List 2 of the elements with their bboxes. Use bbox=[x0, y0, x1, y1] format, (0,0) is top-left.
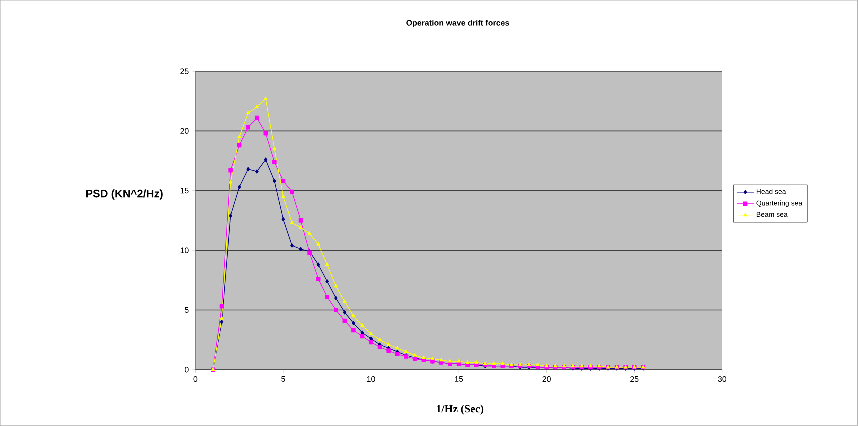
x-axis-title: 1/Hz (Sec) bbox=[437, 404, 484, 415]
y-axis-title: PSD (KN^2/Hz) bbox=[86, 189, 163, 200]
